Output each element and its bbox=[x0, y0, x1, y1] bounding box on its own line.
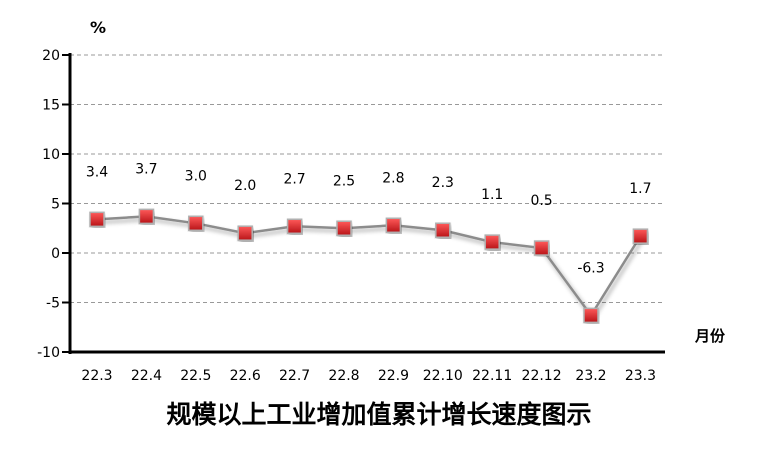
data-point bbox=[286, 218, 303, 235]
data-point bbox=[533, 240, 550, 256]
x-tick-label: 22.11 bbox=[472, 368, 512, 384]
data-point bbox=[336, 220, 352, 236]
y-tick-label: 20 bbox=[42, 48, 60, 64]
data-label: -6.3 bbox=[577, 260, 604, 276]
data-point bbox=[435, 222, 451, 238]
x-tick-label: 22.12 bbox=[522, 368, 562, 384]
data-point bbox=[632, 228, 649, 244]
x-tick-label: 22.4 bbox=[131, 368, 162, 384]
data-label: 2.7 bbox=[283, 171, 305, 187]
data-point bbox=[89, 211, 105, 228]
data-label: 2.8 bbox=[382, 170, 404, 186]
y-tick-label: 0 bbox=[51, 246, 60, 262]
data-point bbox=[484, 234, 500, 250]
series-line bbox=[96, 215, 642, 318]
x-tick-label: 22.7 bbox=[279, 368, 310, 384]
data-label: 1.7 bbox=[629, 181, 651, 197]
data-label: 3.0 bbox=[185, 168, 207, 184]
x-tick-label: 23.3 bbox=[625, 368, 656, 384]
data-label: 2.3 bbox=[432, 175, 454, 191]
x-axis-label: 月份 bbox=[694, 327, 726, 345]
x-tick-label: 22.9 bbox=[378, 368, 409, 384]
data-label: 2.0 bbox=[234, 178, 256, 194]
x-tick-label: 23.2 bbox=[575, 368, 606, 384]
x-tick-label: 22.3 bbox=[81, 368, 112, 384]
x-tick-label: 22.6 bbox=[230, 368, 261, 384]
data-label: 2.5 bbox=[333, 173, 355, 189]
y-axis-label: % bbox=[90, 18, 106, 37]
y-tick-label: 10 bbox=[42, 147, 60, 163]
y-tick-label: 15 bbox=[42, 98, 60, 114]
data-label: 3.7 bbox=[135, 161, 157, 177]
y-tick-label: 5 bbox=[51, 197, 60, 213]
data-point bbox=[583, 307, 599, 324]
data-point bbox=[188, 215, 204, 232]
y-tick-label: -10 bbox=[37, 345, 60, 361]
x-tick-label: 22.10 bbox=[423, 368, 463, 384]
data-point bbox=[138, 208, 155, 225]
x-tick-label: 22.5 bbox=[180, 368, 211, 384]
x-tick-label: 22.8 bbox=[328, 368, 359, 384]
data-point bbox=[385, 217, 402, 234]
chart-title: 规模以上工业增加值累计增长速度图示 bbox=[166, 400, 592, 429]
data-label: 3.4 bbox=[86, 164, 108, 180]
data-point bbox=[237, 225, 253, 241]
data-label: 1.1 bbox=[481, 187, 503, 203]
y-tick-label: -5 bbox=[46, 296, 60, 312]
data-label: 0.5 bbox=[530, 193, 552, 209]
